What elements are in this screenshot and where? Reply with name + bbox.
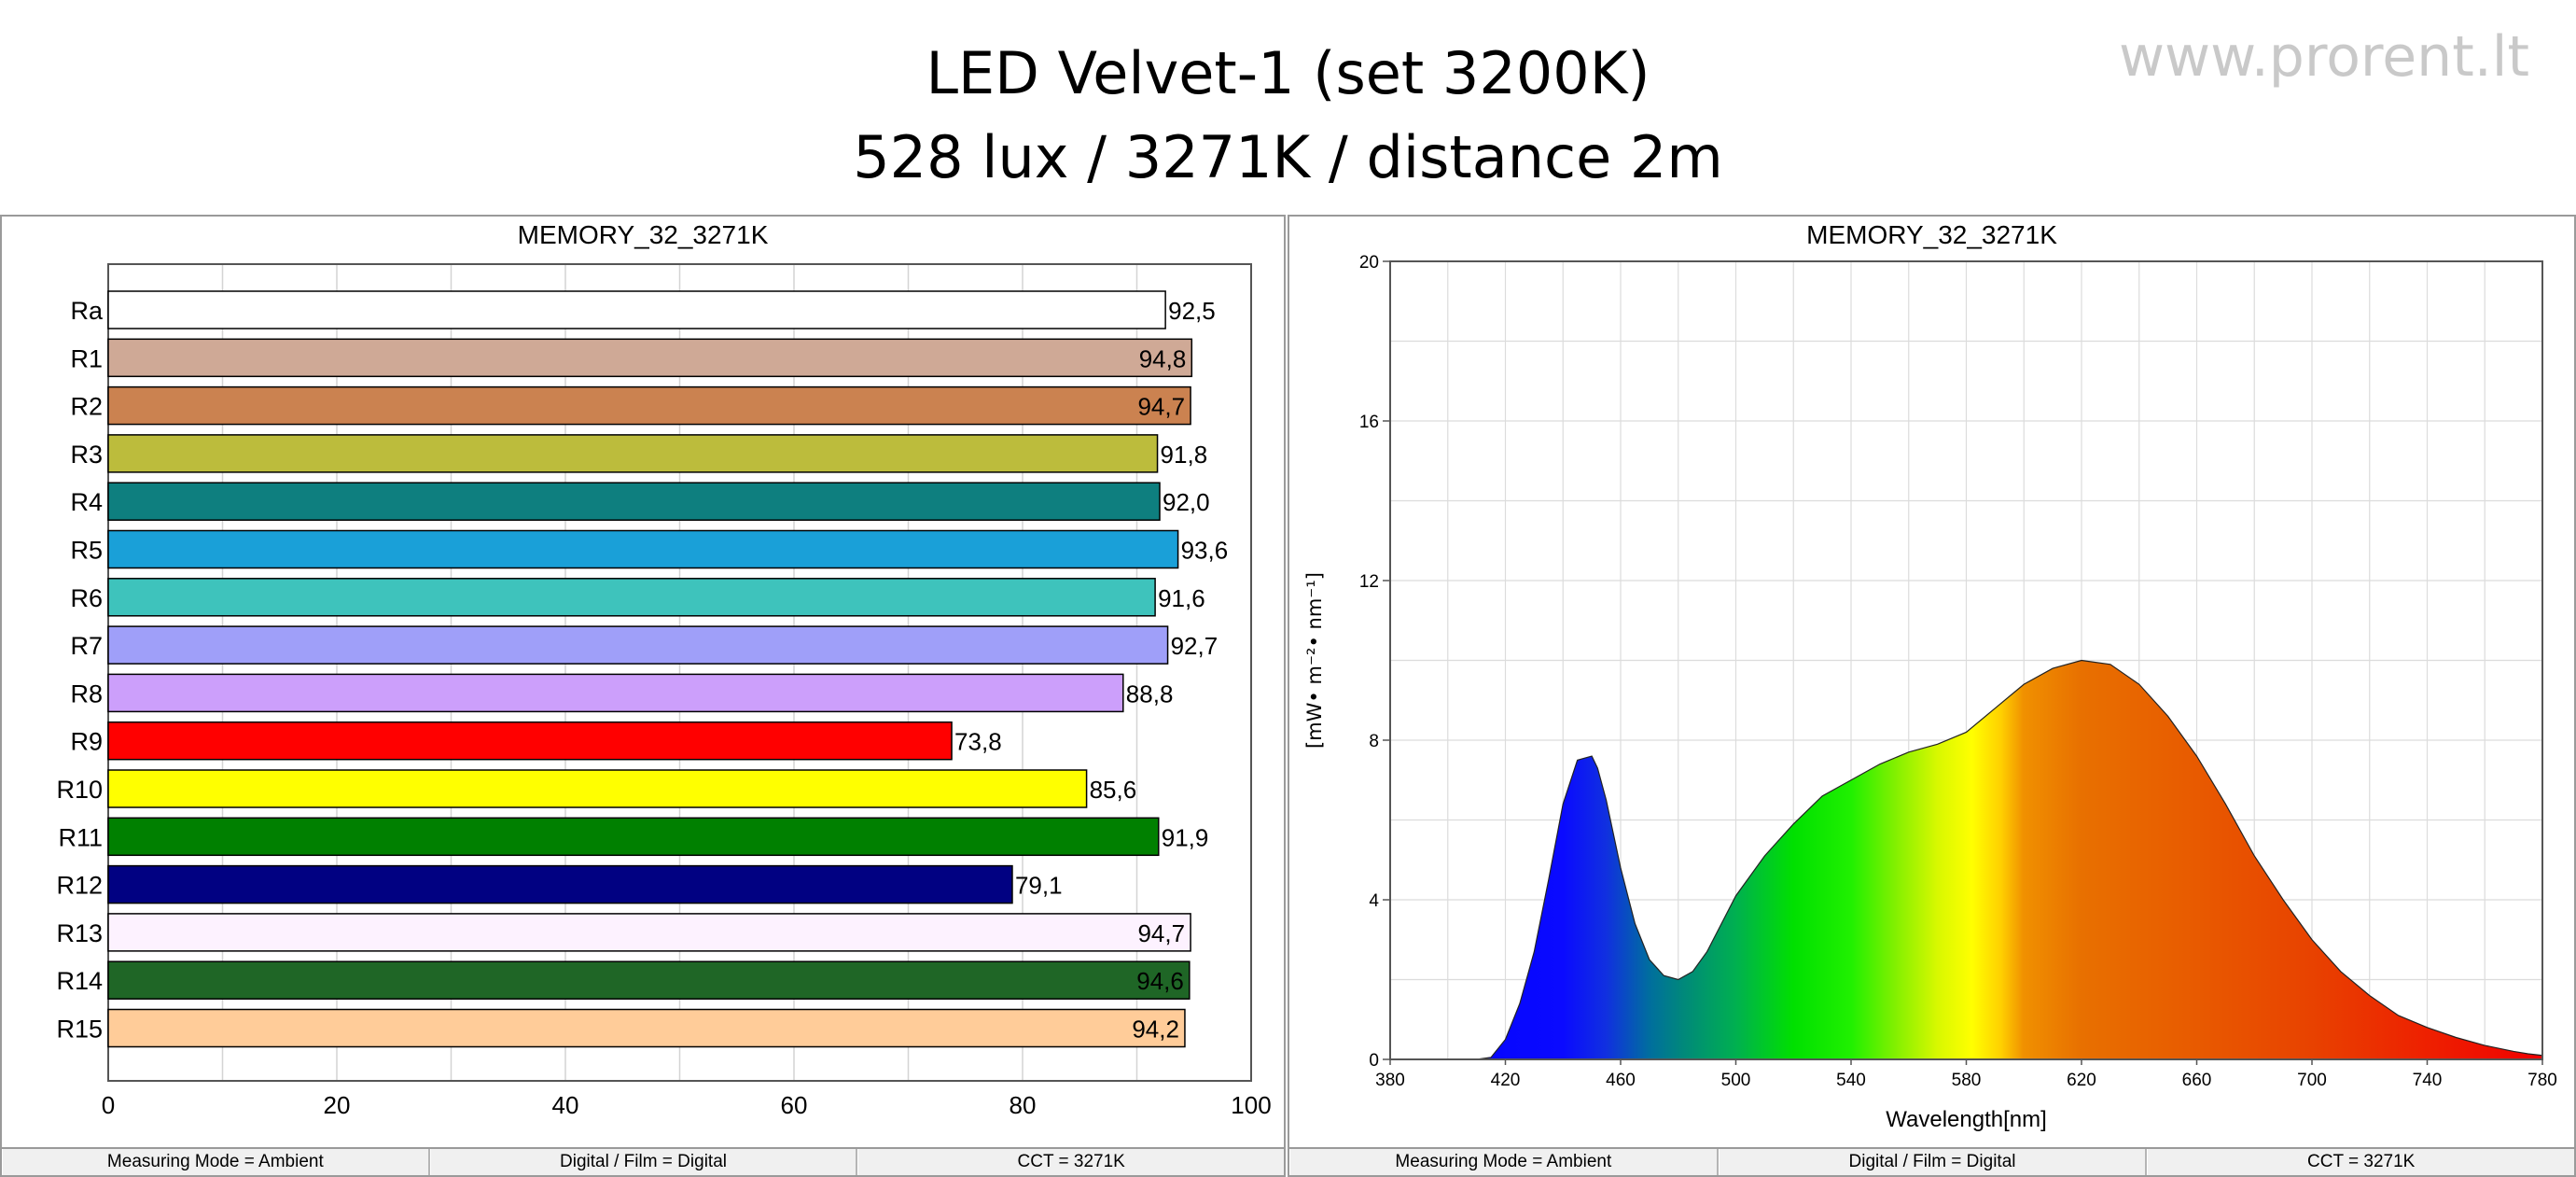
category-label-r2: R2 bbox=[70, 393, 103, 421]
x-tick-label: 0 bbox=[102, 1091, 115, 1119]
cri-panel: MEMORY_32_3271K Ra 92,5 R1 94,8 R2 94,7 R3 91,8… bbox=[0, 215, 1286, 1177]
bar-r2 bbox=[107, 385, 1191, 426]
category-label-r12: R12 bbox=[56, 872, 103, 900]
spectrum-chart: 0 4 8 12 16 20 380 420 460 500 540 580 620 660 700 740 7… bbox=[1303, 253, 2557, 1132]
bar-ra bbox=[107, 290, 1166, 329]
plot-border bbox=[107, 263, 1252, 1082]
x-tick-label: 500 bbox=[1721, 1071, 1751, 1090]
bar-r13 bbox=[107, 913, 1191, 952]
x-tick-label: 740 bbox=[2413, 1071, 2443, 1090]
bar-r9 bbox=[107, 721, 953, 761]
bar-r4 bbox=[107, 482, 1161, 521]
status-bar-left: Measuring Mode = Ambient Digital / Film … bbox=[2, 1147, 1284, 1175]
value-label-r13: 94,7 bbox=[1137, 919, 1185, 947]
status-measuring-mode: Measuring Mode = Ambient bbox=[2, 1149, 430, 1175]
cri-chart-title: MEMORY_32_3271K bbox=[517, 220, 769, 249]
status-digital-film: Digital / Film = Digital bbox=[1718, 1149, 2148, 1175]
x-tick-label: 700 bbox=[2297, 1071, 2327, 1090]
value-label-r5: 93,6 bbox=[1181, 537, 1229, 565]
category-label-r3: R3 bbox=[70, 441, 103, 469]
category-label-r7: R7 bbox=[70, 632, 103, 660]
y-tick-label: 12 bbox=[1359, 572, 1379, 592]
category-label-ra: Ra bbox=[70, 297, 103, 325]
x-tick-label: 540 bbox=[1836, 1071, 1866, 1090]
x-tick-label: 620 bbox=[2067, 1071, 2096, 1090]
value-label-r12: 79,1 bbox=[1015, 872, 1063, 900]
x-tick-label: 780 bbox=[2527, 1071, 2557, 1090]
value-label-r2: 94,7 bbox=[1137, 393, 1185, 421]
bar-r3 bbox=[107, 434, 1159, 473]
bar-r14 bbox=[107, 960, 1191, 1000]
y-tick-label: 4 bbox=[1369, 891, 1379, 911]
x-tick-label: 60 bbox=[781, 1091, 808, 1119]
x-tick-label: 40 bbox=[552, 1091, 579, 1119]
value-label-ra: 92,5 bbox=[1168, 297, 1216, 325]
y-tick-label: 20 bbox=[1359, 253, 1379, 273]
website-watermark: www.prorent.lt bbox=[2118, 24, 2529, 90]
x-tick-label: 580 bbox=[1952, 1071, 1982, 1090]
category-label-r8: R8 bbox=[70, 680, 103, 708]
value-label-r8: 88,8 bbox=[1126, 680, 1174, 708]
value-label-r10: 85,6 bbox=[1090, 776, 1137, 804]
status-measuring-mode: Measuring Mode = Ambient bbox=[1289, 1149, 1719, 1175]
status-bar-right: Measuring Mode = Ambient Digital / Film … bbox=[1289, 1147, 2574, 1175]
category-label-r4: R4 bbox=[70, 488, 103, 516]
x-tick-label: 100 bbox=[1231, 1091, 1271, 1119]
x-axis-label: Wavelength[nm] bbox=[1886, 1107, 2047, 1132]
bar-r5 bbox=[107, 529, 1179, 569]
chart-title: LED Velvet-1 (set 3200K) bbox=[926, 39, 1650, 107]
bar-r7 bbox=[107, 625, 1169, 665]
y-tick-label: 0 bbox=[1369, 1051, 1379, 1071]
category-label-r6: R6 bbox=[70, 584, 103, 612]
value-label-r7: 92,7 bbox=[1171, 632, 1218, 660]
bar-r8 bbox=[107, 673, 1124, 713]
value-label-r4: 92,0 bbox=[1163, 488, 1210, 516]
spectrum-line bbox=[1390, 659, 2543, 1060]
category-label-r14: R14 bbox=[56, 967, 103, 995]
x-tick-label: 460 bbox=[1606, 1071, 1636, 1090]
value-label-r15: 94,2 bbox=[1132, 1016, 1179, 1044]
value-label-r6: 91,6 bbox=[1158, 584, 1205, 612]
value-label-r1: 94,8 bbox=[1139, 344, 1187, 372]
status-cct: CCT = 3271K bbox=[2147, 1149, 2574, 1175]
spectrum-chart-title: MEMORY_32_3271K bbox=[1806, 220, 2057, 249]
category-label-r11: R11 bbox=[58, 823, 103, 851]
x-tick-label: 420 bbox=[1491, 1071, 1521, 1090]
chart-subtitle: 528 lux / 3271K / distance 2m bbox=[853, 123, 1723, 191]
bar-r1 bbox=[107, 338, 1193, 378]
status-digital-film: Digital / Film = Digital bbox=[429, 1149, 858, 1175]
value-label-r14: 94,6 bbox=[1136, 967, 1184, 995]
status-cct: CCT = 3271K bbox=[857, 1149, 1284, 1175]
x-tick-label: 660 bbox=[2182, 1071, 2212, 1090]
y-tick-label: 8 bbox=[1369, 732, 1379, 751]
bar-r12 bbox=[107, 864, 1013, 904]
y-axis-label: [mW• m⁻²• nm⁻¹] bbox=[1303, 572, 1326, 749]
y-tick-label: 16 bbox=[1359, 413, 1379, 432]
category-label-r15: R15 bbox=[56, 1016, 103, 1044]
bar-r11 bbox=[107, 817, 1160, 857]
bar-r15 bbox=[107, 1008, 1186, 1048]
category-label-r10: R10 bbox=[56, 776, 103, 804]
x-tick-label: 20 bbox=[324, 1091, 351, 1119]
category-label-r1: R1 bbox=[70, 344, 103, 372]
value-label-r9: 73,8 bbox=[954, 728, 1002, 756]
cri-bar-chart: Ra 92,5 R1 94,8 R2 94,7 R3 91,8 R4 92,0 R5 93,6 R6 91… bbox=[56, 263, 1272, 1119]
bar-r6 bbox=[107, 578, 1156, 617]
value-label-r11: 91,9 bbox=[1162, 823, 1209, 851]
spectrum-area bbox=[1390, 660, 2542, 1059]
category-label-r13: R13 bbox=[56, 919, 103, 947]
x-tick-label: 80 bbox=[1010, 1091, 1037, 1119]
value-label-r3: 91,8 bbox=[1161, 441, 1208, 469]
x-tick-label: 380 bbox=[1375, 1071, 1405, 1090]
spectrum-panel: MEMORY_32_3271K 0 4 8 12 16 20 380 420 460 500 540… bbox=[1288, 215, 2576, 1177]
category-label-r5: R5 bbox=[70, 537, 103, 565]
category-label-r9: R9 bbox=[70, 728, 103, 756]
bar-r10 bbox=[107, 769, 1088, 808]
